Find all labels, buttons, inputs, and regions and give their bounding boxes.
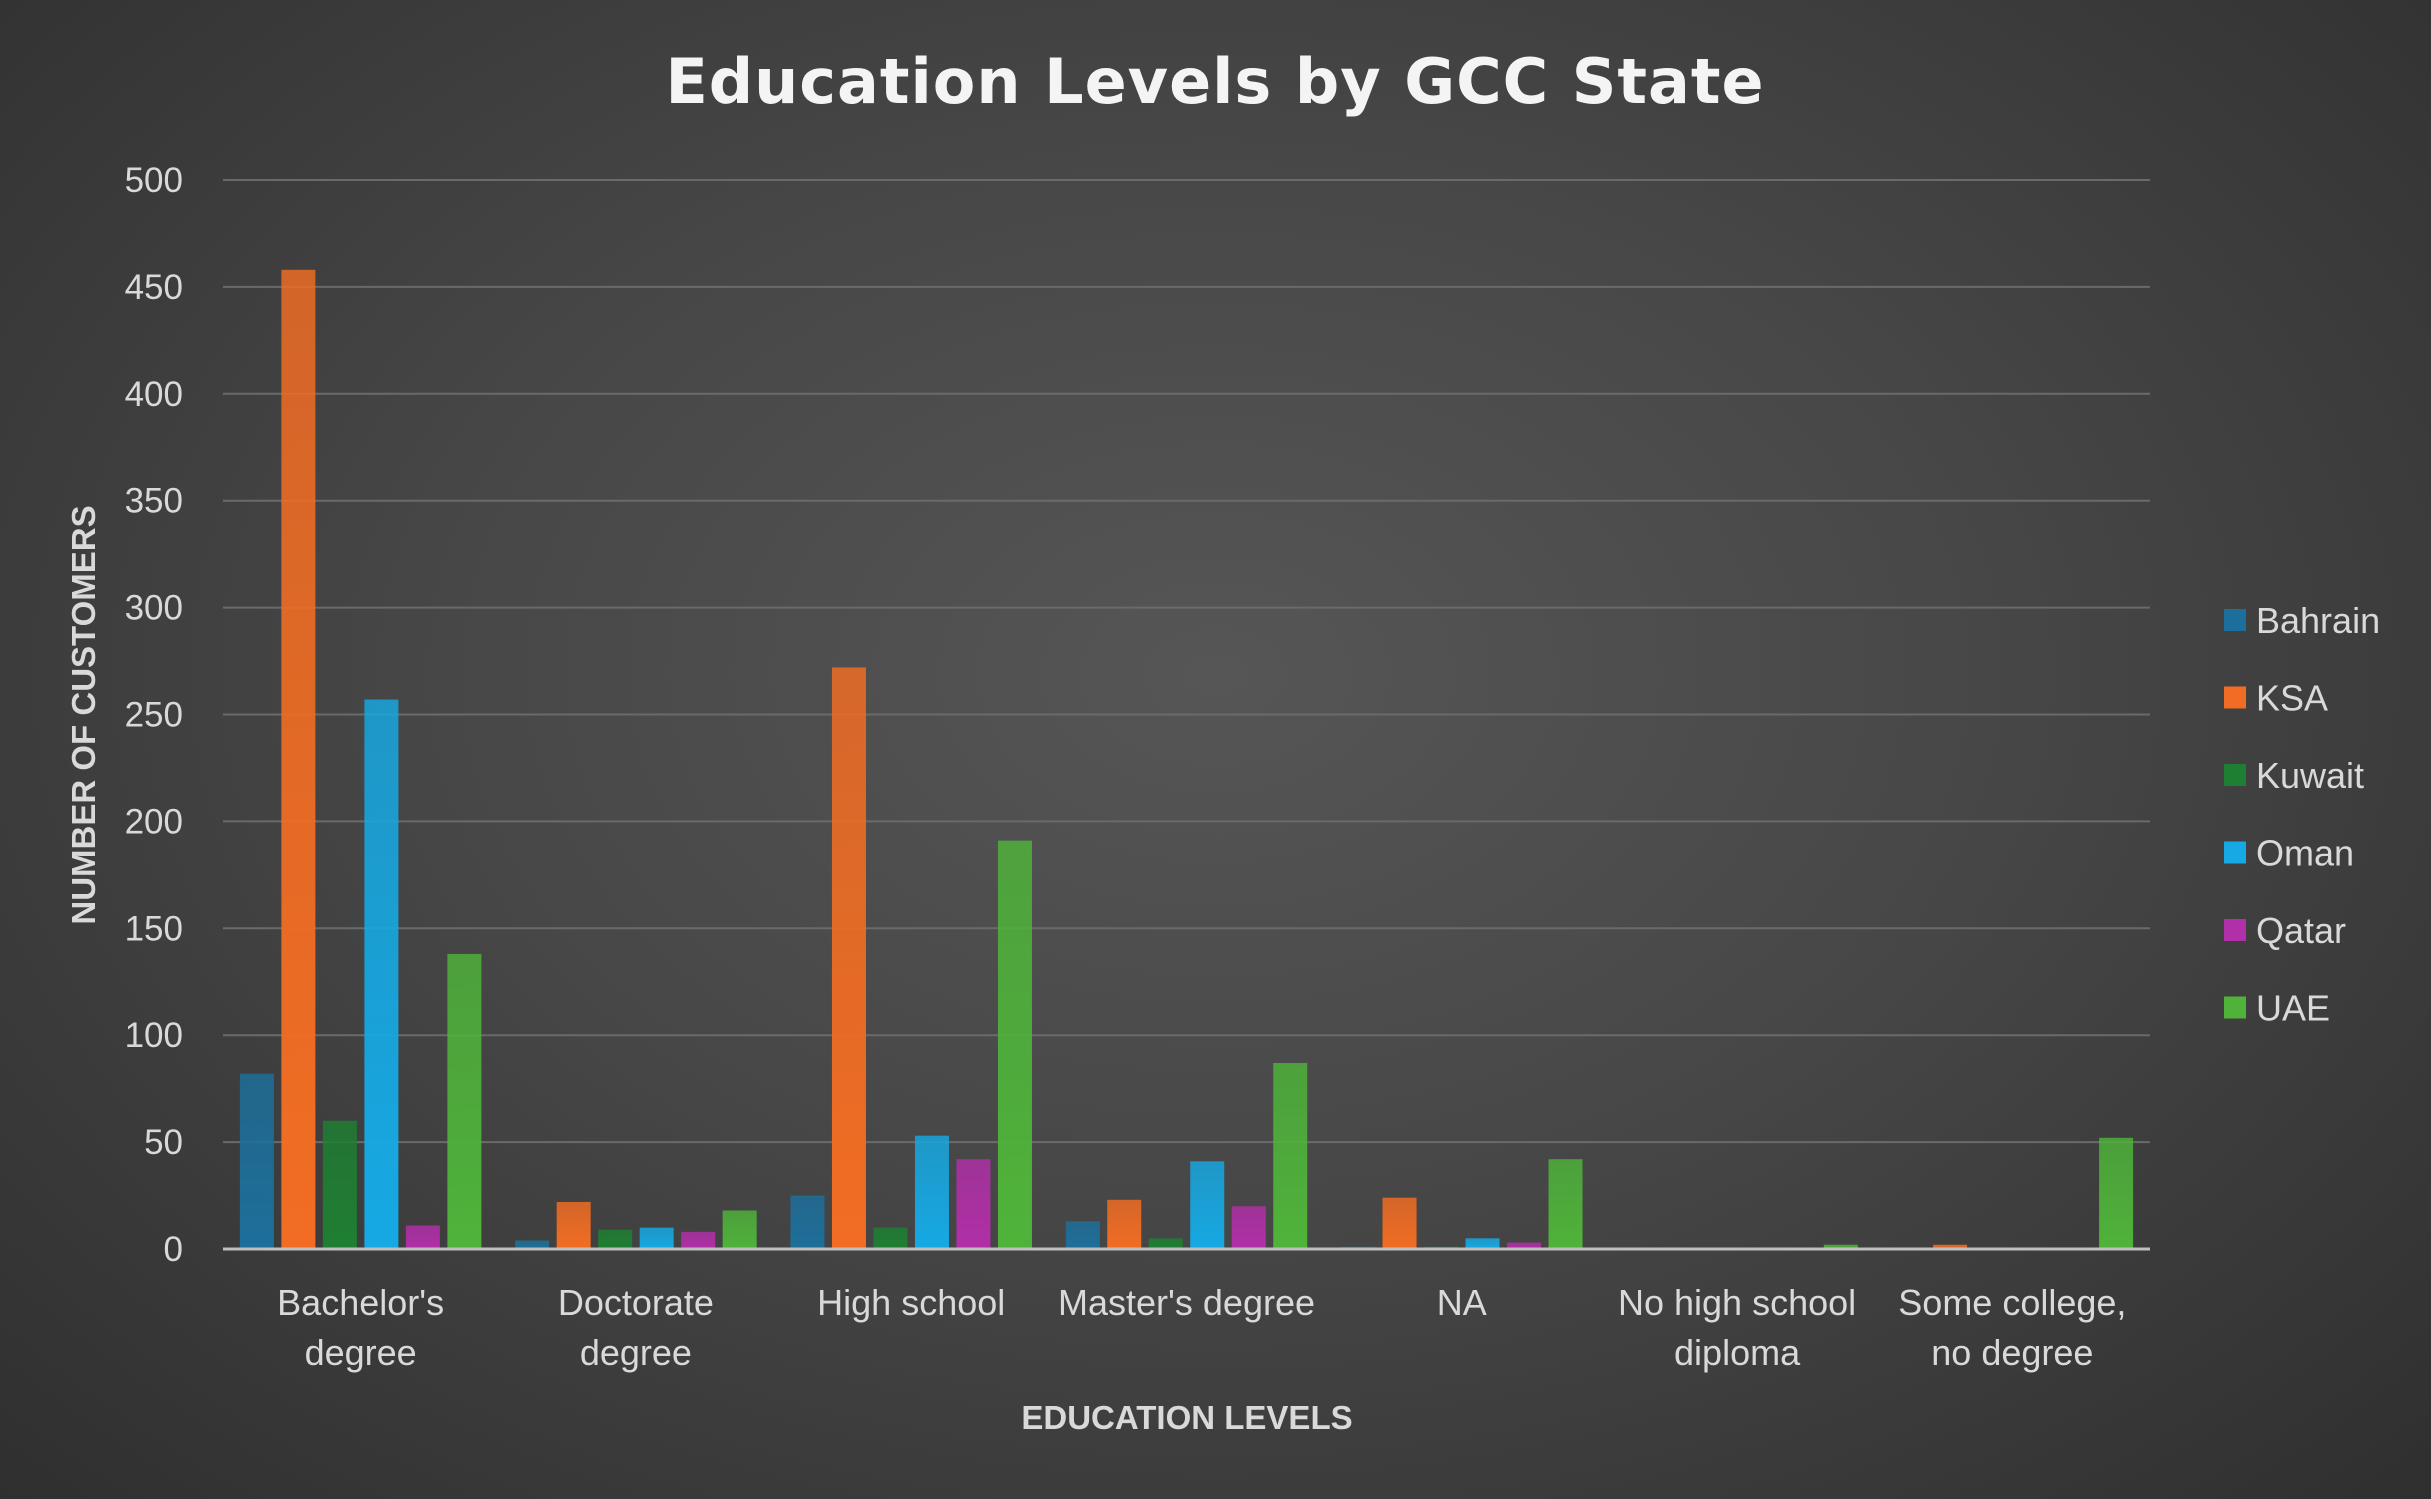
y-tick-label: 400 [125, 375, 183, 414]
legend-item-kuwait: Kuwait [2224, 755, 2364, 796]
y-tick-label: 100 [125, 1016, 183, 1055]
bar-qatar-3 [1231, 1206, 1266, 1249]
x-category-label: Master's degree [1058, 1282, 1315, 1323]
x-axis-categories: Bachelor's degree Doctorate degree High scho… [277, 1282, 2126, 1373]
bar-qatar-2 [956, 1159, 991, 1249]
bar-ksa-4 [1382, 1197, 1417, 1249]
bar-uae-5 [1823, 1244, 1858, 1249]
legend-swatch [2224, 919, 2246, 941]
legend-swatch [2224, 764, 2246, 786]
bar-oman-3 [1190, 1161, 1225, 1249]
x-category-label: High school [817, 1282, 1005, 1323]
legend-swatch [2224, 841, 2246, 864]
bar-oman-2 [914, 1135, 949, 1249]
bar-bahrain-3 [1065, 1221, 1100, 1249]
bars [239, 269, 2134, 1249]
bar-bahrain-1 [515, 1240, 550, 1249]
y-tick-label: 450 [125, 268, 183, 307]
y-tick-label: 250 [125, 696, 183, 735]
bar-ksa-0 [281, 269, 316, 1249]
legend-swatch [2224, 686, 2246, 709]
legend-item-oman: Oman [2224, 833, 2354, 874]
legend-item-bahrain: Bahrain [2224, 600, 2380, 641]
x-category-label: No high school diploma [1618, 1282, 1856, 1373]
legend: Bahrain KSA Kuwait Oman Qatar UAE [2224, 600, 2380, 1029]
legend-label: Oman [2256, 833, 2354, 874]
legend-swatch [2224, 609, 2246, 631]
legend-item-ksa: KSA [2224, 678, 2328, 719]
bar-ksa-2 [831, 667, 866, 1249]
legend-item-uae: UAE [2224, 988, 2330, 1029]
bar-kuwait-0 [322, 1120, 357, 1249]
y-tick-label: 500 [125, 161, 183, 200]
x-category-label: NA [1437, 1282, 1487, 1323]
chart-title: Education Levels by GCC State [665, 45, 1764, 118]
bar-kuwait-2 [873, 1227, 908, 1249]
y-tick-label: 200 [125, 802, 183, 841]
bar-uae-3 [1273, 1062, 1308, 1249]
y-tick-label: 350 [125, 482, 183, 521]
bar-uae-2 [997, 840, 1032, 1249]
bar-uae-0 [447, 953, 482, 1249]
bar-uae-4 [1548, 1159, 1583, 1249]
bar-bahrain-0 [239, 1073, 274, 1249]
bar-oman-0 [364, 699, 399, 1249]
y-axis-title: NUMBER OF CUSTOMERS [65, 505, 102, 924]
bar-ksa-3 [1107, 1199, 1142, 1249]
bar-oman-1 [639, 1227, 674, 1249]
bar-uae-1 [722, 1210, 757, 1249]
y-axis-ticks: 0 50 100 150 200 250 300 350 400 450 500 [125, 161, 183, 1269]
legend-item-qatar: Qatar [2224, 910, 2346, 951]
bar-ksa-1 [556, 1201, 591, 1249]
legend-label: Kuwait [2256, 755, 2364, 796]
y-tick-label: 50 [144, 1123, 183, 1162]
bar-kuwait-1 [598, 1229, 633, 1249]
legend-swatch [2224, 996, 2246, 1019]
x-category-label: Bachelor's degree [277, 1282, 444, 1373]
bar-bahrain-2 [790, 1195, 825, 1249]
legend-label: KSA [2256, 678, 2328, 719]
y-tick-label: 0 [164, 1230, 183, 1269]
legend-label: Qatar [2256, 910, 2346, 951]
bar-kuwait-3 [1148, 1238, 1183, 1249]
x-category-label: Doctorate degree [558, 1282, 714, 1373]
bar-ksa-6 [1933, 1244, 1968, 1249]
x-category-label: Some college, no degree [1898, 1282, 2126, 1373]
x-axis-title: EDUCATION LEVELS [1021, 1399, 1352, 1436]
y-tick-label: 150 [125, 909, 183, 948]
bar-oman-4 [1465, 1238, 1500, 1249]
bar-qatar-1 [681, 1231, 716, 1249]
gridlines [223, 179, 2150, 1144]
legend-label: Bahrain [2256, 600, 2380, 641]
bar-uae-6 [2099, 1137, 2134, 1249]
legend-label: UAE [2256, 988, 2330, 1029]
y-tick-label: 300 [125, 589, 183, 628]
bar-qatar-4 [1507, 1242, 1542, 1249]
bar-qatar-0 [405, 1225, 440, 1249]
